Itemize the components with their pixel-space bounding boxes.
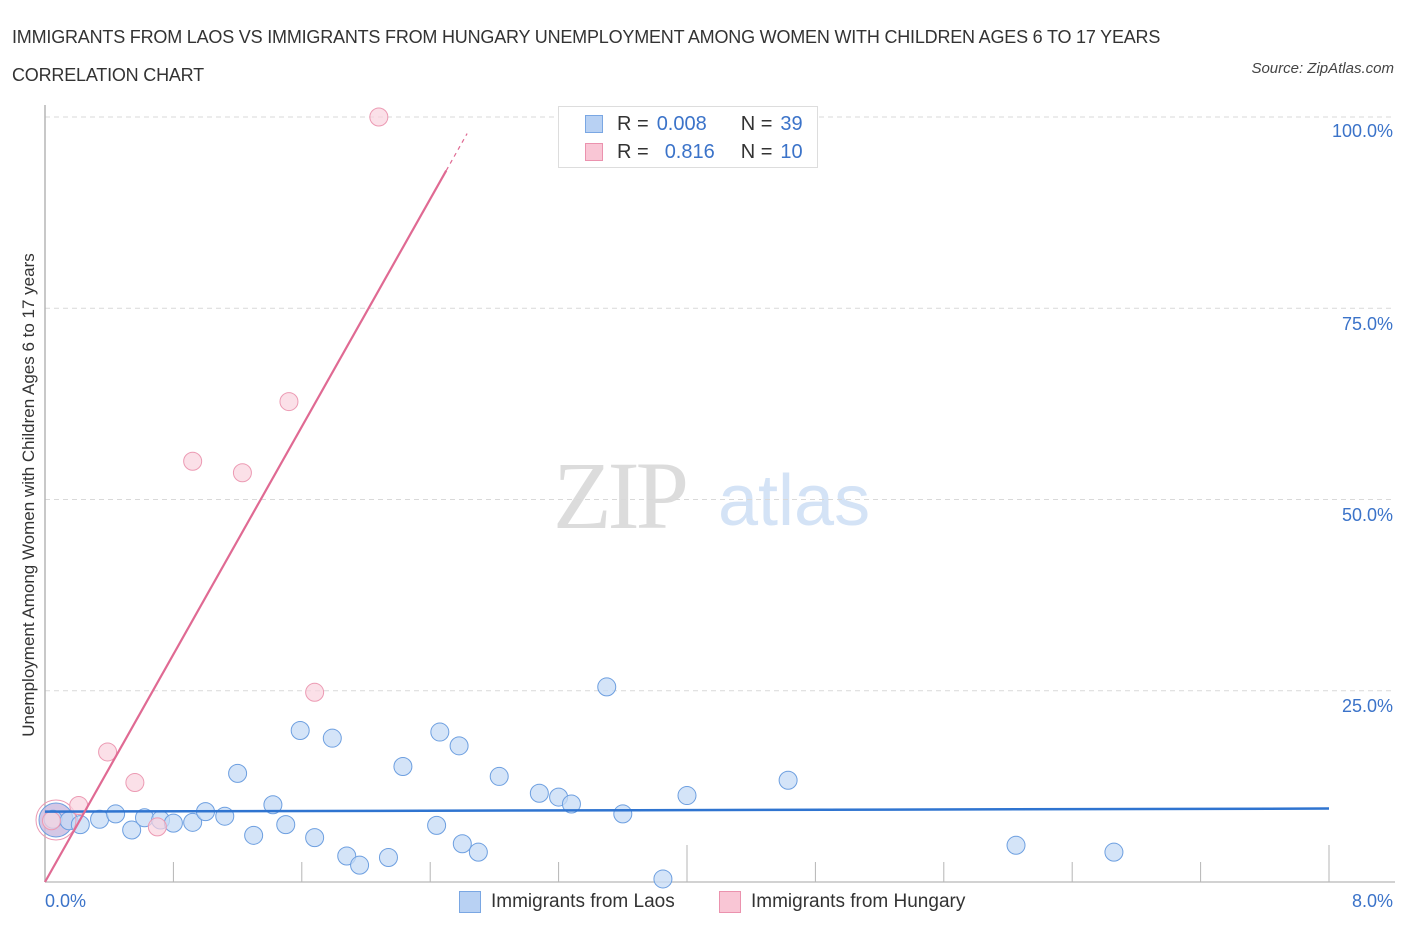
- data-point-laos: [228, 763, 248, 783]
- r-value: 0.008: [656, 112, 707, 135]
- legend-item-laos[interactable]: Immigrants from Laos: [459, 889, 675, 915]
- data-point-laos: [1104, 842, 1124, 862]
- hungary-swatch-icon: [585, 143, 603, 161]
- data-point-laos: [449, 736, 469, 756]
- legend-label-laos: Immigrants from Laos: [491, 891, 675, 912]
- data-point-hungary: [98, 742, 118, 762]
- n-label: N =: [740, 140, 773, 163]
- data-point-hungary: [305, 682, 325, 702]
- laos-legend-swatch-icon: [459, 891, 481, 913]
- trend-lines: [44, 133, 1330, 883]
- data-point-hungary: [125, 773, 145, 793]
- data-point-laos: [393, 756, 413, 776]
- stats-row-hungary: R = 0.816 N = 10: [585, 140, 803, 164]
- data-point-laos: [529, 783, 549, 803]
- y-tick-25: 25.0%: [1341, 696, 1393, 716]
- data-point-laos: [677, 786, 697, 806]
- x-tick-min: 0.0%: [45, 891, 87, 911]
- data-point-hungary: [183, 451, 203, 471]
- data-point-laos: [1006, 835, 1026, 855]
- data-point-laos: [90, 809, 110, 829]
- gridlines: [45, 116, 1395, 692]
- data-point-laos: [489, 766, 509, 786]
- y-axis-label: Unemployment Among Women with Children A…: [19, 253, 38, 737]
- n-label: N =: [740, 112, 773, 135]
- trend-line-laos: [44, 807, 1330, 813]
- data-point-laos: [452, 834, 472, 854]
- r-value: 0.816: [664, 140, 715, 163]
- series-laos-points: [38, 677, 1124, 889]
- data-point-laos: [337, 846, 357, 866]
- data-point-laos: [430, 722, 450, 742]
- data-point-laos: [122, 820, 142, 840]
- watermark-atlas: atlas: [718, 461, 871, 541]
- data-point-laos: [276, 815, 296, 835]
- data-point-hungary: [369, 107, 389, 127]
- source-credit: Source: ZipAtlas.com: [1251, 60, 1394, 77]
- y-tick-50: 50.0%: [1341, 505, 1393, 525]
- data-point-laos: [350, 855, 370, 875]
- legend-label-hungary: Immigrants from Hungary: [751, 891, 966, 912]
- watermark-zip: ZIP: [553, 442, 689, 549]
- data-point-cluster-ring: [35, 799, 77, 841]
- data-point-hungary: [147, 817, 167, 837]
- data-point-hungary: [279, 392, 299, 412]
- axes: [44, 105, 1395, 883]
- data-point-hungary: [41, 811, 61, 831]
- data-point-laos: [322, 728, 342, 748]
- data-point-laos: [378, 848, 398, 868]
- data-point-laos: [215, 806, 235, 826]
- y-tick-75: 75.0%: [1341, 314, 1393, 334]
- data-point-laos: [613, 804, 633, 824]
- trend-line-hungary: [44, 170, 448, 883]
- data-point-laos: [778, 770, 798, 790]
- data-point-hungary: [232, 463, 252, 483]
- laos-swatch-icon: [585, 115, 603, 133]
- data-point-laos: [427, 815, 447, 835]
- legend-item-hungary[interactable]: Immigrants from Hungary: [719, 889, 965, 915]
- data-point-laos: [106, 804, 126, 824]
- data-point-laos: [183, 812, 203, 832]
- n-value: 10: [780, 140, 803, 163]
- data-point-laos: [263, 795, 283, 815]
- data-point-laos: [653, 869, 673, 889]
- r-label: R =: [617, 140, 649, 163]
- data-point-laos: [597, 677, 617, 697]
- y-tick-100: 100.0%: [1331, 121, 1393, 141]
- data-point-laos: [305, 828, 325, 848]
- data-point-laos: [561, 794, 581, 814]
- stats-row-laos: R = 0.008 N = 39: [585, 112, 803, 136]
- series-hungary-points: [35, 107, 389, 841]
- stats-legend: R = 0.008 N = 39 R = 0.816 N = 10: [558, 106, 818, 168]
- n-value: 39: [780, 112, 803, 135]
- hungary-legend-swatch-icon: [719, 891, 741, 913]
- trend-line-hungary-extension: [445, 133, 468, 171]
- r-label: R =: [617, 112, 649, 135]
- data-point-laos: [244, 825, 264, 845]
- data-point-laos: [290, 721, 310, 741]
- x-tick-max: 8.0%: [1351, 891, 1393, 911]
- data-point-laos: [163, 813, 183, 833]
- data-point-laos: [468, 842, 488, 862]
- chart-title: IMMIGRANTS FROM LAOS VS IMMIGRANTS FROM …: [12, 27, 1161, 85]
